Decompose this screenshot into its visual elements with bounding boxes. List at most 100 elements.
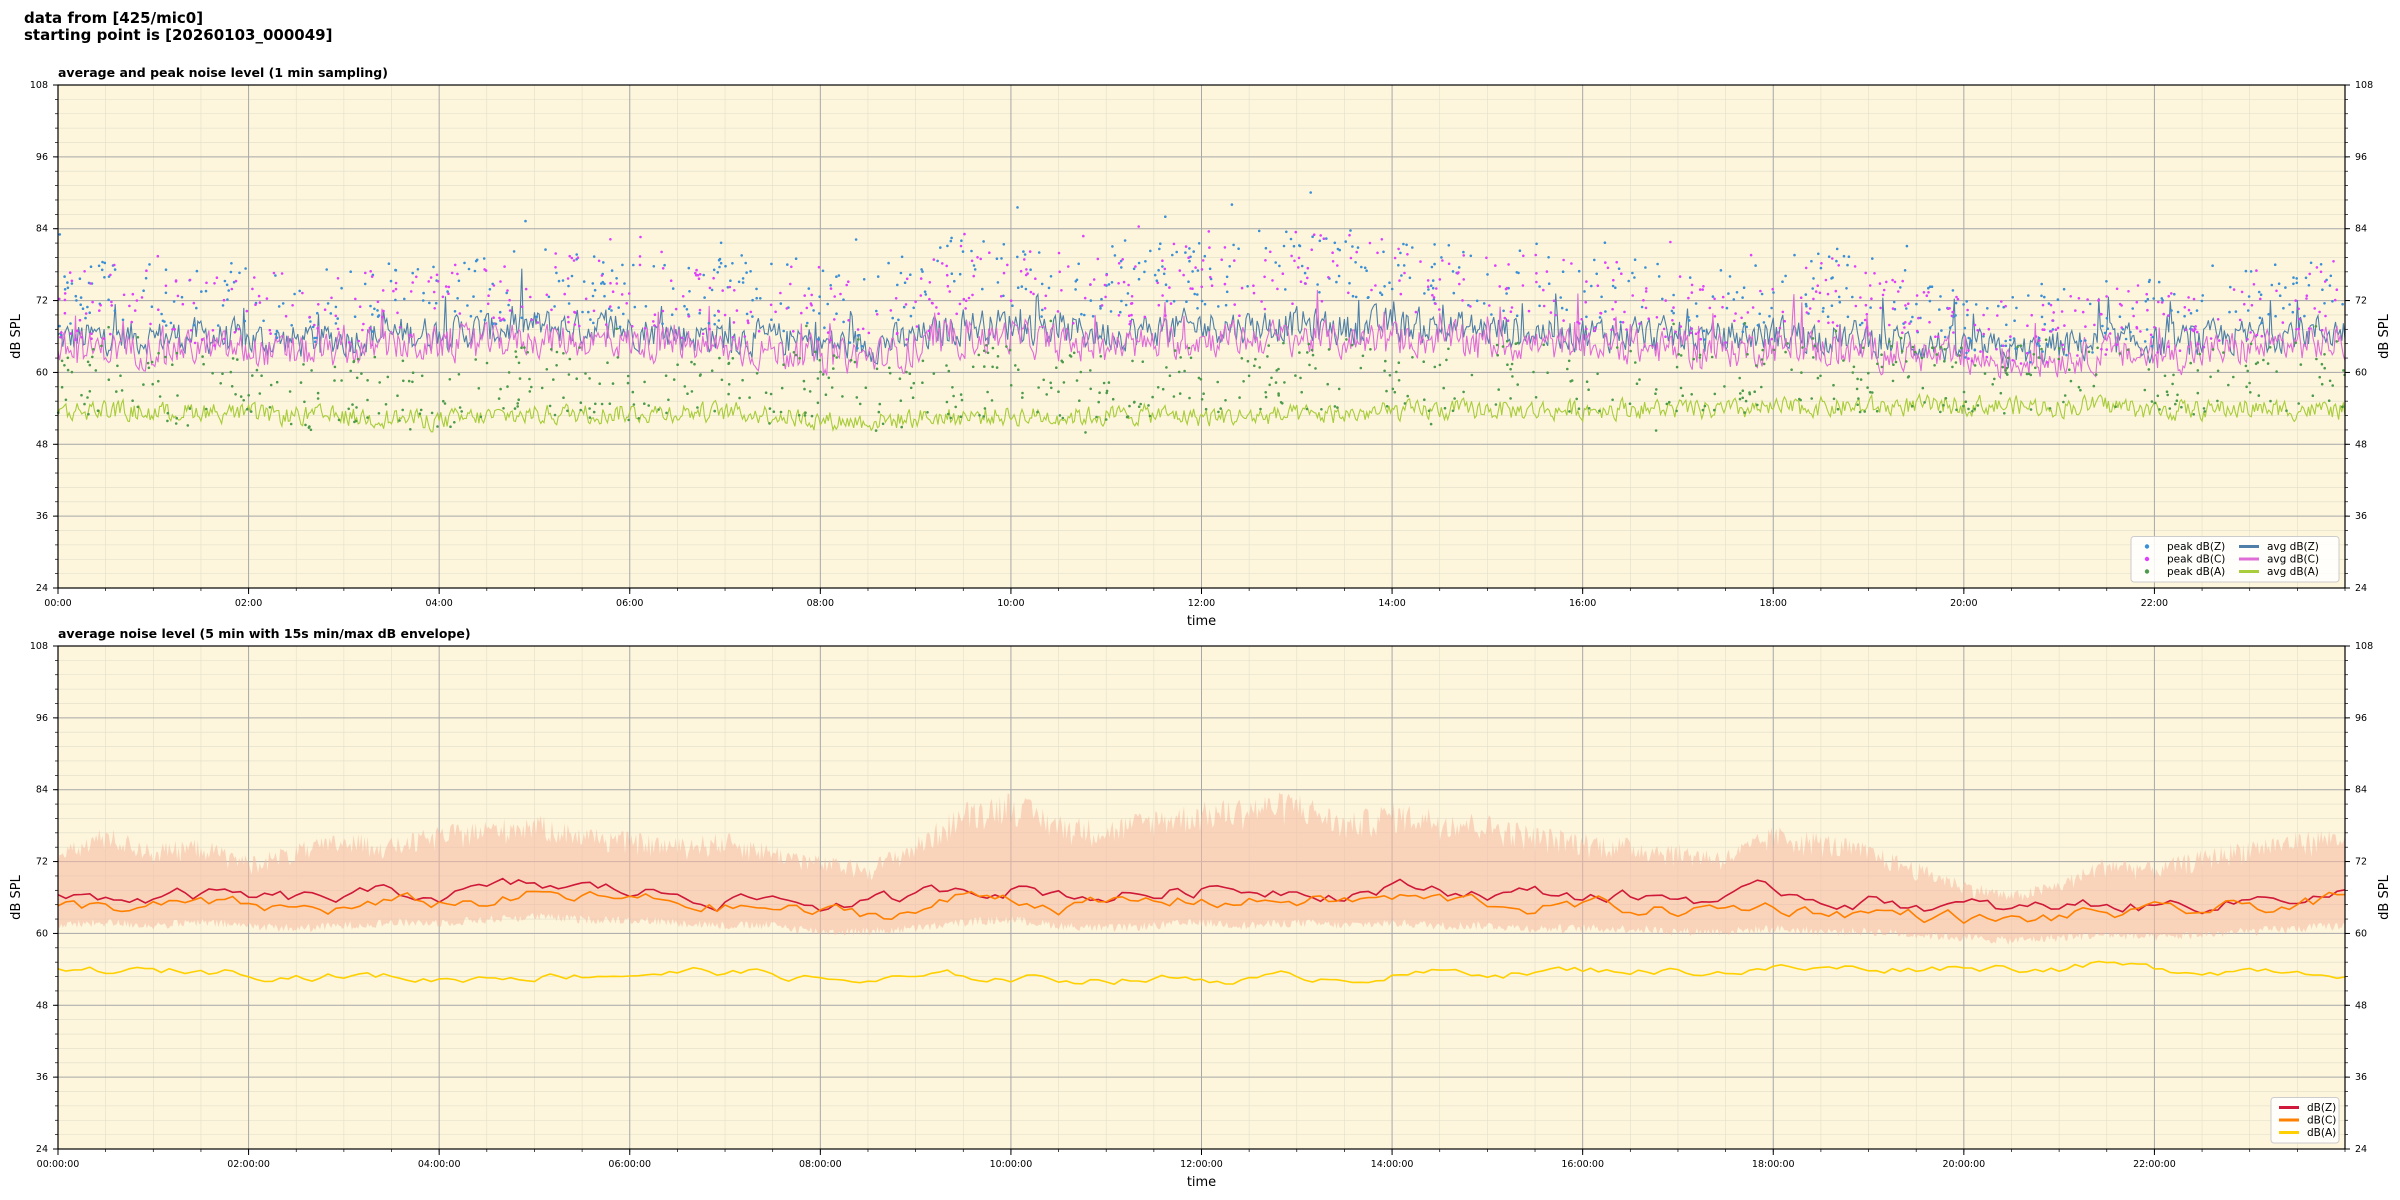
peak-point [2069, 295, 2072, 298]
peak-point [1772, 291, 1775, 294]
peak-point [1901, 279, 1904, 283]
peak-point [1164, 283, 1168, 287]
peak-point [1080, 312, 1083, 316]
peak-point [768, 422, 771, 425]
peak-point [1337, 274, 1341, 278]
peak-point [366, 379, 369, 382]
peak-point [1393, 390, 1397, 394]
peak-point [1363, 266, 1367, 270]
peak-point [2196, 391, 2200, 395]
peak-point [554, 252, 557, 255]
peak-point [1306, 351, 1309, 354]
peak-point [1399, 251, 1402, 255]
peak-point [1390, 287, 1394, 291]
peak-point [1009, 299, 1013, 303]
peak-point [2180, 405, 2183, 409]
peak-point [1835, 247, 1839, 251]
peak-point [2259, 297, 2262, 301]
peak-point [1161, 265, 1164, 268]
peak-point [2294, 299, 2297, 302]
peak-point [1734, 312, 1737, 315]
peak-point [2228, 310, 2231, 314]
peak-point [1951, 289, 1955, 292]
peak-point [2114, 405, 2117, 409]
x-tick-label: 20:00:00 [1942, 1159, 1985, 1170]
peak-point [358, 305, 362, 309]
peak-point [881, 422, 885, 426]
peak-point [826, 331, 830, 334]
peak-point [1871, 257, 1874, 260]
peak-point [213, 282, 216, 285]
peak-point [498, 310, 502, 314]
peak-point [1137, 405, 1141, 409]
peak-point [1284, 288, 1287, 291]
peak-point [142, 289, 145, 293]
peak-point [1547, 282, 1551, 286]
peak-point [1157, 268, 1160, 272]
peak-point [1075, 379, 1079, 382]
peak-point [1124, 303, 1128, 307]
peak-point [1178, 269, 1182, 272]
peak-point [186, 424, 190, 427]
peak-point [1743, 411, 1746, 414]
peak-point [2043, 295, 2046, 299]
peak-point [1724, 341, 1728, 344]
peak-point [2173, 292, 2176, 296]
peak-point [1074, 288, 1077, 291]
peak-point [1225, 275, 1229, 279]
peak-point [1237, 247, 1240, 250]
peak-point [1009, 384, 1013, 387]
peak-point [1309, 191, 1312, 194]
peak-point [2281, 321, 2285, 324]
peak-point [1594, 326, 1597, 330]
peak-point [1862, 346, 1865, 350]
peak-point [1488, 304, 1491, 307]
peak-point [1462, 254, 1465, 257]
peak-point [1355, 250, 1358, 254]
peak-point [274, 332, 278, 336]
peak-point [1351, 294, 1355, 298]
peak-point [948, 290, 951, 293]
peak-point [1200, 285, 1203, 289]
peak-point [2015, 306, 2018, 310]
peak-point [363, 282, 367, 286]
peak-point [1741, 296, 1744, 299]
peak-point [1283, 381, 1286, 384]
peak-point [1670, 309, 1674, 313]
peak-point [1909, 320, 1913, 323]
peak-point [1370, 288, 1373, 292]
peak-point [1982, 335, 1985, 338]
peak-point [891, 316, 894, 320]
peak-point [544, 248, 547, 251]
peak-point [697, 277, 701, 281]
peak-point [1506, 363, 1509, 367]
peak-point [1061, 360, 1064, 364]
peak-point [1973, 407, 1976, 411]
peak-point [428, 301, 431, 305]
peak-point [444, 285, 448, 288]
x-tick-label: 02:00 [235, 598, 262, 609]
peak-point [1096, 257, 1100, 261]
peak-point [576, 256, 580, 260]
peak-point [1157, 303, 1161, 307]
peak-point [1956, 297, 1960, 301]
peak-point [1960, 346, 1963, 350]
peak-point [652, 320, 655, 323]
peak-point [2198, 352, 2201, 356]
peak-point [1892, 300, 1896, 304]
peak-point [1426, 279, 1430, 282]
x-tick-label: 08:00 [807, 598, 834, 609]
peak-point [592, 255, 596, 258]
peak-point [639, 235, 642, 239]
peak-point [1403, 402, 1407, 405]
peak-point [2341, 405, 2344, 409]
peak-point [1191, 287, 1194, 291]
peak-point [313, 336, 317, 340]
peak-point [603, 294, 606, 298]
peak-point [392, 289, 395, 293]
peak-point [1754, 264, 1757, 267]
peak-point [1403, 271, 1406, 275]
peak-point [731, 336, 735, 339]
peak-point [1858, 323, 1862, 327]
peak-point [378, 381, 382, 384]
